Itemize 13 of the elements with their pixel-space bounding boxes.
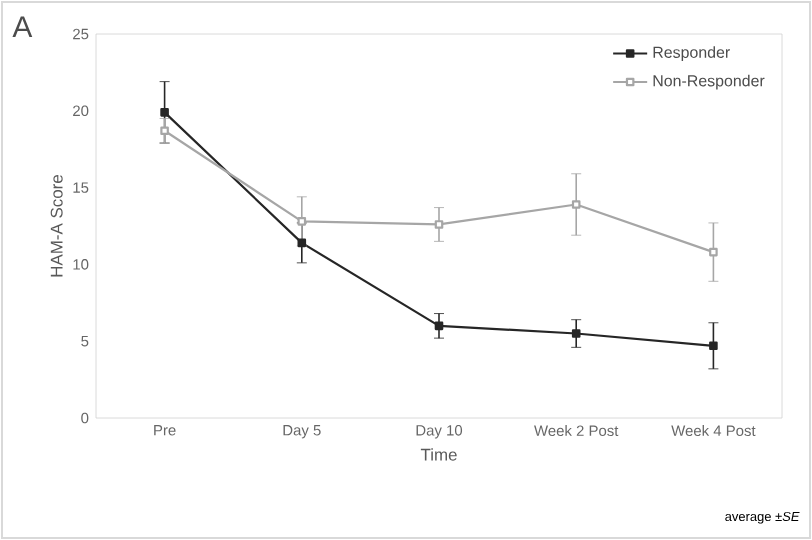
point (297, 238, 307, 248)
y-axis-title: HAM-A Score (50, 175, 63, 277)
point (297, 217, 307, 226)
point (434, 321, 444, 331)
point (709, 247, 718, 257)
point (160, 126, 169, 136)
point (434, 220, 444, 229)
point (709, 341, 718, 351)
text: A (12, 16, 33, 37)
point (571, 329, 581, 338)
point (571, 200, 581, 209)
x-axis-title: Time (420, 448, 457, 461)
point (160, 108, 169, 117)
